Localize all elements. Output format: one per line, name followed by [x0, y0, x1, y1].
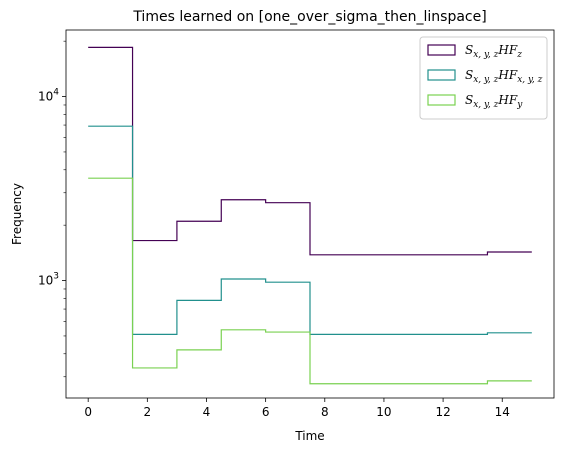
- x-tick-label: 14: [495, 405, 510, 419]
- x-tick-label: 4: [203, 405, 211, 419]
- x-axis-title: Time: [294, 429, 324, 443]
- series-line-2: [88, 177, 532, 385]
- x-axis: 0 2 4 6 8 10 12 14: [84, 398, 510, 419]
- legend-entry-label: Sx, y, zHFx, y, z: [465, 68, 543, 85]
- legend-swatch: [427, 44, 456, 56]
- y-tick-label: 103: [38, 272, 59, 288]
- x-tick-label: 0: [84, 405, 92, 419]
- x-tick-label: 12: [435, 405, 450, 419]
- plot-frame: [65, 29, 555, 399]
- x-tick-label: 10: [376, 405, 391, 419]
- legend-entry-label: Sx, y, zHFy: [465, 93, 523, 110]
- legend-entry-label: Sx, y, zHFz: [465, 43, 522, 60]
- legend-box: [419, 36, 548, 120]
- legend: Sx, y, zHFz Sx, y, zHFx, y, z Sx, y, zHFy: [419, 36, 548, 120]
- x-tick-label: 6: [262, 405, 270, 419]
- legend-swatch: [427, 69, 456, 81]
- series-layer: [88, 46, 532, 385]
- series-line-0: [88, 46, 532, 256]
- y-axis: 103 104: [38, 40, 66, 378]
- series-line-1: [88, 125, 532, 335]
- legend-swatch: [427, 94, 456, 106]
- y-axis-title: Frequency: [10, 183, 24, 245]
- y-tick-label: 104: [38, 88, 59, 104]
- x-tick-label: 2: [144, 405, 152, 419]
- x-tick-label: 8: [321, 405, 329, 419]
- chart-title: Times learned on [one_over_sigma_then_li…: [132, 9, 486, 25]
